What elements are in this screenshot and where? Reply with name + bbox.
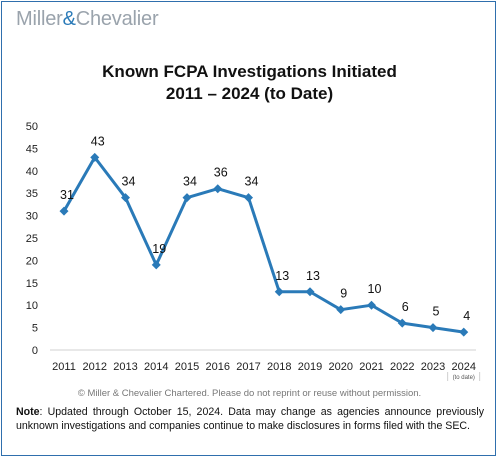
x-tick-label: 2021 bbox=[359, 361, 383, 373]
data-label: 34 bbox=[245, 175, 259, 189]
data-label: 43 bbox=[91, 134, 105, 148]
data-point bbox=[305, 287, 315, 297]
y-tick-label: 45 bbox=[26, 143, 38, 155]
data-label: 19 bbox=[152, 242, 166, 256]
data-label: 5 bbox=[433, 305, 440, 319]
data-point bbox=[428, 323, 438, 333]
data-label: 31 bbox=[60, 188, 74, 202]
y-tick-label: 20 bbox=[26, 255, 38, 267]
company-logo: Miller&Chevalier bbox=[16, 8, 159, 30]
footnote: Note: Updated through October 15, 2024. … bbox=[16, 406, 484, 432]
x-tick-label: 2011 bbox=[52, 361, 76, 373]
data-point bbox=[213, 184, 223, 194]
x-tick-label: 2016 bbox=[206, 361, 230, 373]
x-tick-label: 2020 bbox=[329, 361, 353, 373]
x-tick-label: 2024 bbox=[452, 361, 476, 373]
data-label: 10 bbox=[368, 282, 382, 296]
data-point bbox=[244, 193, 253, 203]
data-label: 36 bbox=[214, 166, 228, 180]
data-point bbox=[121, 193, 130, 203]
y-tick-label: 30 bbox=[26, 211, 38, 223]
data-point bbox=[90, 152, 100, 162]
data-point bbox=[459, 327, 469, 337]
y-tick-label: 50 bbox=[26, 121, 38, 133]
data-point bbox=[274, 287, 284, 297]
data-point bbox=[367, 300, 376, 310]
data-label: 13 bbox=[275, 269, 289, 283]
data-label: 34 bbox=[183, 175, 197, 189]
category-note-label: (to date) bbox=[453, 375, 475, 381]
y-tick-label: 0 bbox=[32, 345, 38, 357]
data-point bbox=[336, 305, 346, 315]
x-tick-label: 2022 bbox=[390, 361, 414, 373]
y-tick-label: 10 bbox=[26, 300, 38, 312]
chart-title: Known FCPA Investigations Initiated bbox=[102, 62, 397, 81]
category-note-bracket bbox=[447, 372, 481, 381]
data-label: 6 bbox=[402, 300, 409, 314]
data-label: 4 bbox=[463, 309, 470, 323]
x-tick-label: 2019 bbox=[298, 361, 322, 373]
y-tick-label: 5 bbox=[32, 323, 38, 335]
data-point bbox=[151, 260, 161, 270]
data-point bbox=[182, 193, 192, 203]
data-point bbox=[59, 206, 69, 216]
data-point bbox=[397, 318, 407, 328]
y-tick-label: 15 bbox=[26, 278, 38, 290]
x-tick-label: 2012 bbox=[83, 361, 107, 373]
copyright-notice: © Miller & Chevalier Chartered. Please d… bbox=[77, 388, 422, 399]
data-label: 34 bbox=[122, 175, 136, 189]
x-tick-label: 2014 bbox=[144, 361, 168, 373]
y-tick-label: 35 bbox=[26, 188, 38, 200]
y-tick-label: 40 bbox=[26, 166, 38, 178]
series-line bbox=[62, 155, 464, 334]
x-tick-label: 2013 bbox=[113, 361, 137, 373]
x-tick-label: 2017 bbox=[236, 361, 260, 373]
data-label: 13 bbox=[306, 269, 320, 283]
x-tick-label: 2015 bbox=[175, 361, 199, 373]
x-tick-label: 2018 bbox=[267, 361, 291, 373]
y-tick-label: 25 bbox=[26, 233, 38, 245]
data-label: 9 bbox=[340, 287, 347, 301]
chart-subtitle: 2011 – 2024 (to Date) bbox=[165, 84, 334, 103]
x-tick-label: 2023 bbox=[421, 361, 445, 373]
